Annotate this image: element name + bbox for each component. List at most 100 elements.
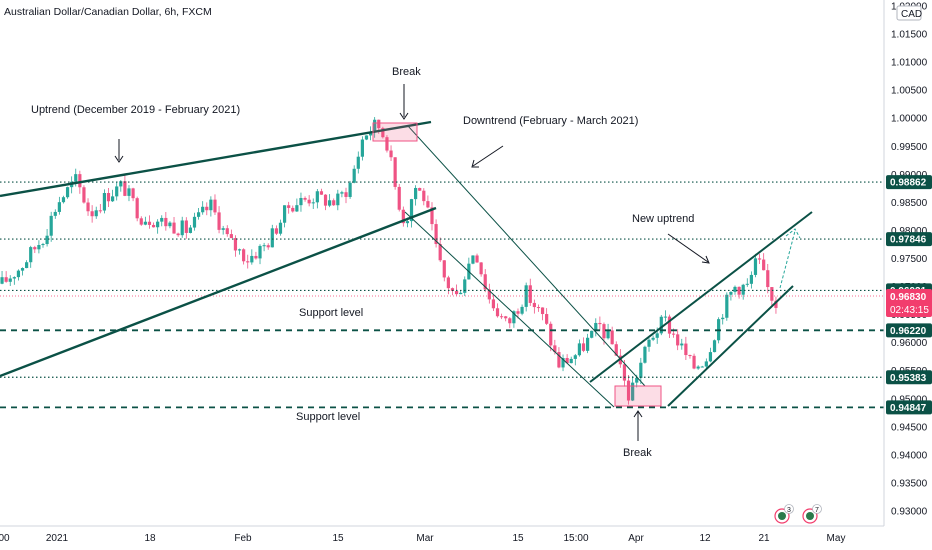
candle [762, 253, 766, 271]
x-tick-label: 00 [0, 533, 10, 544]
x-tick-label: 12 [699, 533, 711, 544]
candle [250, 249, 254, 265]
candle [561, 354, 565, 372]
candle [168, 221, 172, 229]
candle [643, 345, 647, 364]
candle [33, 245, 37, 254]
downtrend-channel-upper [407, 125, 646, 387]
candle [774, 296, 778, 314]
candle [201, 201, 205, 215]
candle [622, 359, 627, 387]
candle [319, 188, 324, 195]
candle [733, 285, 737, 295]
candle [315, 189, 319, 209]
candle [684, 336, 688, 361]
candle [725, 292, 729, 321]
candle [225, 225, 229, 237]
y-tick-label: 0.93000 [891, 507, 928, 518]
candle [434, 219, 438, 248]
candle [696, 365, 700, 370]
y-tick-label: 0.94500 [891, 422, 928, 433]
candle [53, 209, 57, 219]
candle [29, 245, 33, 268]
candle [409, 198, 414, 228]
break-top-arrow [399, 84, 409, 120]
candle [700, 365, 704, 368]
candle [278, 219, 283, 236]
candle [397, 184, 401, 212]
candle [614, 341, 618, 356]
candle [188, 225, 193, 234]
candle [12, 276, 16, 285]
candle [156, 219, 160, 234]
level-label-box [886, 323, 932, 338]
candle [483, 269, 487, 293]
candle [491, 294, 496, 312]
candle [360, 136, 364, 161]
y-tick-label: 1.01000 [891, 58, 928, 69]
candle [753, 253, 758, 278]
candle [401, 206, 405, 227]
candle [311, 198, 315, 209]
event-badge-1[interactable]: 3 [774, 504, 794, 524]
candle [766, 263, 770, 294]
break-bottom-arrow [633, 410, 643, 441]
candle [356, 151, 360, 174]
candle [291, 205, 295, 213]
chart-title: Australian Dollar/Canadian Dollar, 6h, F… [4, 6, 212, 18]
candle [364, 135, 369, 141]
downtrend-channel-lower [404, 211, 615, 408]
x-tick-label: 21 [758, 533, 770, 544]
x-tick-label: Feb [234, 533, 252, 544]
candle [577, 339, 582, 357]
x-tick-label: May [827, 533, 846, 544]
level-label-box [886, 400, 932, 415]
new-uptrend-lower [667, 285, 794, 407]
candle [221, 225, 225, 235]
svg-text:02:43:15: 02:43:15 [890, 305, 929, 316]
candle [373, 117, 377, 138]
candle [532, 299, 536, 314]
candle [287, 201, 291, 214]
candle [610, 326, 614, 345]
candle [8, 275, 12, 286]
candle [430, 202, 434, 231]
candle [328, 194, 332, 208]
downtrend-label: Downtrend (February - March 2021) [463, 115, 638, 127]
candle [41, 242, 45, 248]
candle [581, 337, 586, 353]
candle [504, 315, 508, 322]
candle [414, 185, 418, 206]
candle [446, 275, 450, 295]
level-label-box [886, 232, 932, 247]
candle [459, 290, 463, 295]
candle [385, 135, 389, 153]
y-tick-label: 0.96000 [891, 338, 928, 349]
candle [282, 205, 287, 228]
candle [143, 216, 147, 226]
event-badge-2[interactable]: 7 [802, 504, 822, 524]
x-tick-label: 18 [144, 533, 156, 544]
candle [528, 278, 532, 306]
candle [565, 354, 569, 364]
candle [721, 314, 725, 325]
candle [688, 354, 692, 359]
candle [115, 182, 119, 201]
candle [176, 232, 180, 237]
candle [131, 187, 135, 202]
time-axis[interactable]: 00 2021 18 Feb 15 Mar 15 15:00 Apr 12 21 May [0, 533, 845, 544]
candle [479, 262, 483, 277]
candle [393, 157, 397, 190]
candle [209, 196, 213, 217]
candle [184, 217, 188, 239]
candle [471, 255, 475, 265]
currency-badge[interactable]: CAD [896, 5, 922, 21]
candle [192, 212, 197, 231]
candle [246, 254, 250, 269]
downtrend-arrow [471, 145, 504, 168]
candle [254, 251, 258, 260]
candle [389, 145, 393, 162]
candle [418, 187, 422, 191]
x-tick-label: Apr [628, 533, 644, 544]
break-box-bottom [614, 385, 662, 407]
